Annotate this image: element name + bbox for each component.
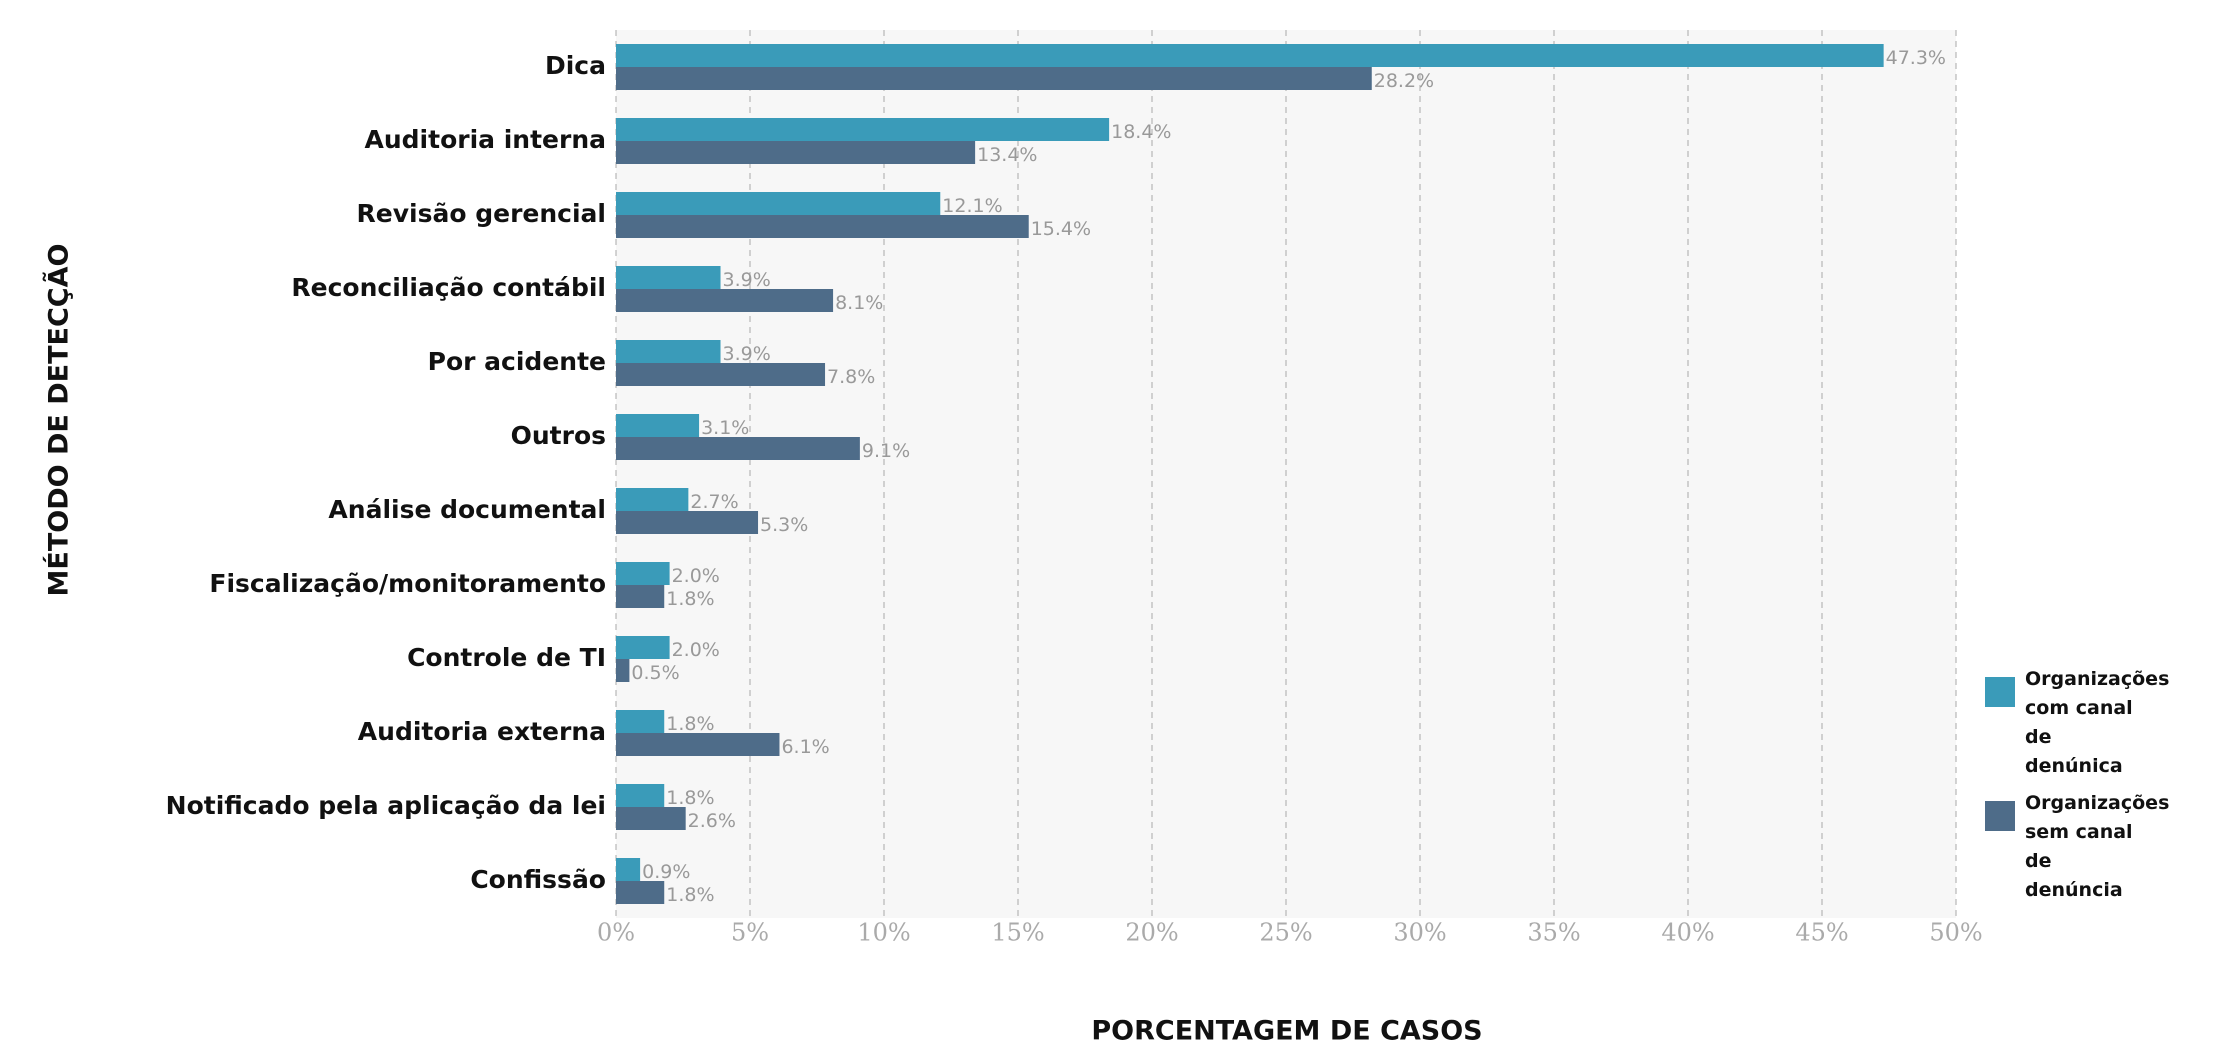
x-tick-label: 45% xyxy=(1795,919,1848,947)
bar xyxy=(616,414,700,437)
legend-swatch xyxy=(1985,801,2015,831)
value-label: 2.0% xyxy=(672,639,720,661)
value-label: 3.9% xyxy=(723,343,771,365)
y-tick-label: Notificado pela aplicação da lei xyxy=(166,791,606,820)
value-label: 3.1% xyxy=(701,417,749,439)
bar xyxy=(616,437,860,460)
bar xyxy=(616,562,670,585)
bar xyxy=(616,266,721,289)
bar xyxy=(616,363,826,386)
y-tick-label: Fiscalização/monitoramento xyxy=(209,569,606,598)
bar xyxy=(616,289,834,312)
bar xyxy=(616,118,1110,141)
legend-item: Organizações com canal de denúnica xyxy=(1985,665,2170,781)
value-label: 1.8% xyxy=(666,713,714,735)
value-label: 9.1% xyxy=(862,440,910,462)
bar xyxy=(616,192,941,215)
x-tick-label: 15% xyxy=(991,919,1044,947)
bar xyxy=(616,881,665,904)
x-tick-label: 0% xyxy=(597,919,635,947)
x-tick-label: 25% xyxy=(1259,919,1312,947)
value-label: 28.2% xyxy=(1374,70,1434,92)
bar xyxy=(616,807,686,830)
legend-swatch xyxy=(1985,677,2015,707)
bar xyxy=(616,636,670,659)
value-label: 1.8% xyxy=(666,588,714,610)
y-tick-label: Análise documental xyxy=(328,495,606,524)
value-label: 18.4% xyxy=(1111,121,1171,143)
value-label: 3.9% xyxy=(723,269,771,291)
bar xyxy=(616,340,721,363)
bar xyxy=(616,67,1372,90)
value-label: 1.8% xyxy=(666,884,714,906)
bar xyxy=(616,215,1029,238)
legend-label: Organizações com canal de denúnica xyxy=(2025,668,2170,777)
y-tick-label: Dica xyxy=(545,51,606,80)
value-label: 5.3% xyxy=(760,514,808,536)
value-label: 2.6% xyxy=(688,810,736,832)
y-tick-label: Revisão gerencial xyxy=(357,199,606,228)
value-label: 12.1% xyxy=(942,195,1002,217)
x-tick-label: 35% xyxy=(1527,919,1580,947)
value-label: 8.1% xyxy=(835,292,883,314)
y-axis-title: MÉTODO DE DETECÇÃO xyxy=(43,244,75,597)
bar xyxy=(616,511,759,534)
bar xyxy=(616,44,1884,67)
x-tick-label: 10% xyxy=(857,919,910,947)
legend-item: Organizações sem canal de denúncia xyxy=(1985,789,2170,905)
x-tick-label: 40% xyxy=(1661,919,1714,947)
y-tick-label: Confissão xyxy=(470,865,606,894)
value-label: 7.8% xyxy=(827,366,875,388)
value-label: 2.7% xyxy=(690,491,738,513)
value-label: 15.4% xyxy=(1031,218,1091,240)
y-tick-label: Controle de TI xyxy=(407,643,606,672)
x-axis-title: PORCENTAGEM DE CASOS xyxy=(1091,1016,1482,1047)
value-label: 0.9% xyxy=(642,861,690,883)
y-tick-label: Outros xyxy=(511,421,606,450)
value-label: 1.8% xyxy=(666,787,714,809)
value-label: 0.5% xyxy=(631,662,679,684)
bar xyxy=(616,585,665,608)
bar xyxy=(616,141,976,164)
value-label: 6.1% xyxy=(781,736,829,758)
bar xyxy=(616,710,665,733)
y-tick-label: Por acidente xyxy=(428,347,606,376)
value-label: 13.4% xyxy=(977,144,1037,166)
y-tick-label: Reconciliação contábil xyxy=(291,273,606,302)
legend: Organizações com canal de denúnica Organi… xyxy=(1985,665,2170,913)
legend-label: Organizações sem canal de denúncia xyxy=(2025,792,2170,901)
x-tick-label: 30% xyxy=(1393,919,1446,947)
bar xyxy=(616,488,689,511)
x-tick-label: 50% xyxy=(1929,919,1982,947)
bar xyxy=(616,784,665,807)
y-tick-label: Auditoria externa xyxy=(358,717,606,746)
x-tick-label: 5% xyxy=(731,919,769,947)
x-tick-label: 20% xyxy=(1125,919,1178,947)
bar xyxy=(616,659,630,682)
bar xyxy=(616,858,641,881)
bar xyxy=(616,733,780,756)
y-tick-label: Auditoria interna xyxy=(365,125,606,154)
value-label: 47.3% xyxy=(1886,47,1946,69)
value-label: 2.0% xyxy=(672,565,720,587)
